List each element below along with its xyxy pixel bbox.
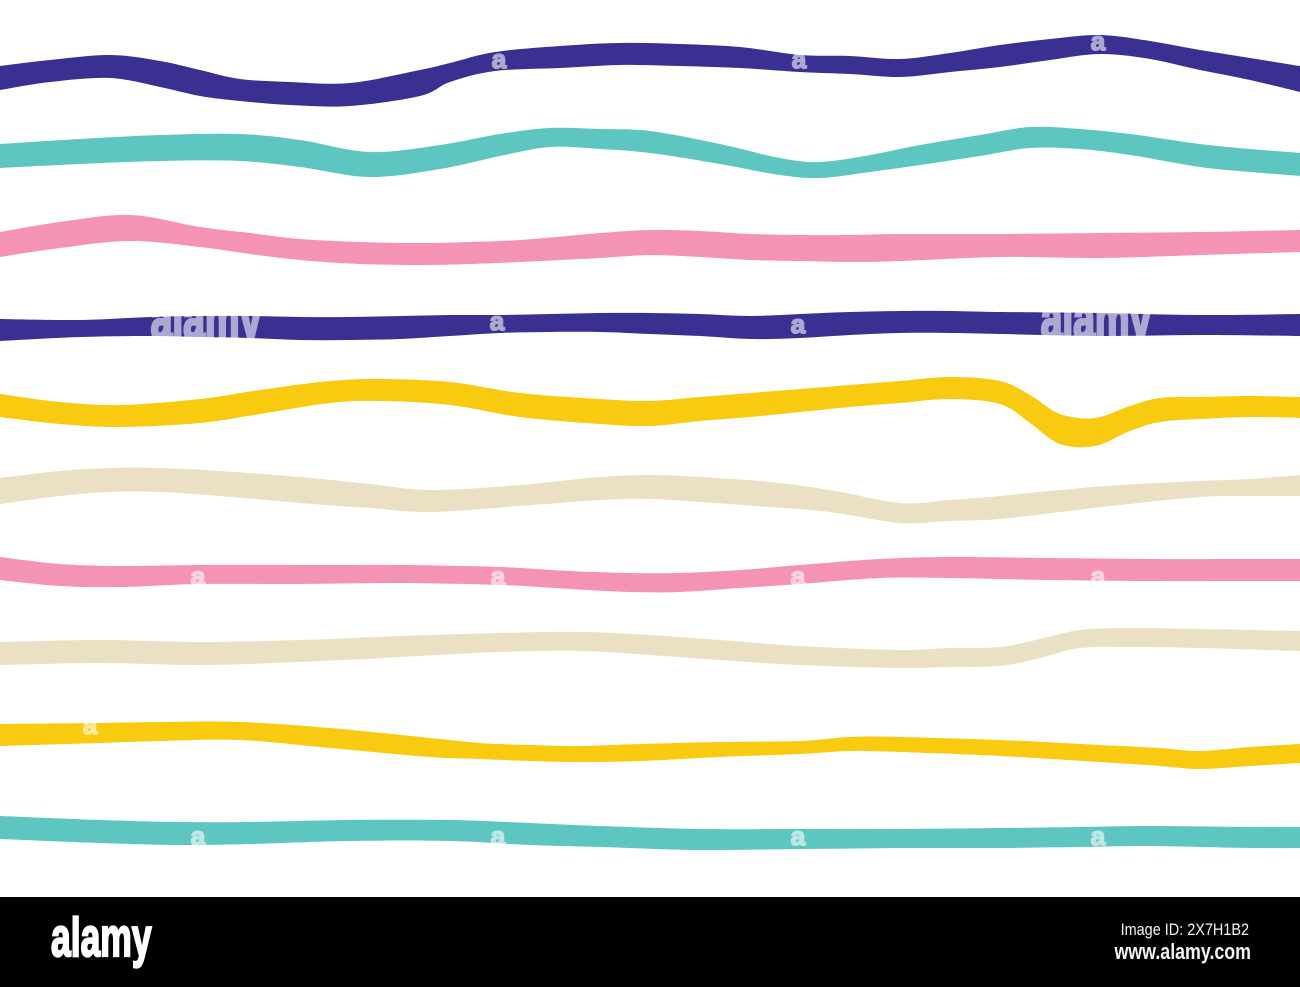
svg-text:a: a <box>490 306 505 336</box>
svg-text:a: a <box>191 561 206 591</box>
svg-text:alamy: alamy <box>1041 284 1152 352</box>
svg-text:alamy: alamy <box>51 906 152 968</box>
svg-text:a: a <box>1091 26 1106 56</box>
svg-text:a: a <box>792 44 807 74</box>
svg-text:a: a <box>791 561 806 591</box>
svg-text:a: a <box>83 710 98 740</box>
svg-text:a: a <box>492 44 507 74</box>
svg-text:a: a <box>491 821 506 851</box>
svg-text:a: a <box>791 821 806 851</box>
svg-text:Image ID: 2X7H1B2: Image ID: 2X7H1B2 <box>1121 921 1249 939</box>
svg-text:a: a <box>1091 821 1106 851</box>
svg-text:www.alamy.com: www.alamy.com <box>1114 940 1251 964</box>
svg-text:a: a <box>191 821 206 851</box>
svg-text:a: a <box>791 309 806 339</box>
svg-text:alamy: alamy <box>151 284 262 352</box>
svg-text:a: a <box>615 423 630 453</box>
svg-text:a: a <box>491 561 506 591</box>
svg-text:a: a <box>1091 561 1106 591</box>
